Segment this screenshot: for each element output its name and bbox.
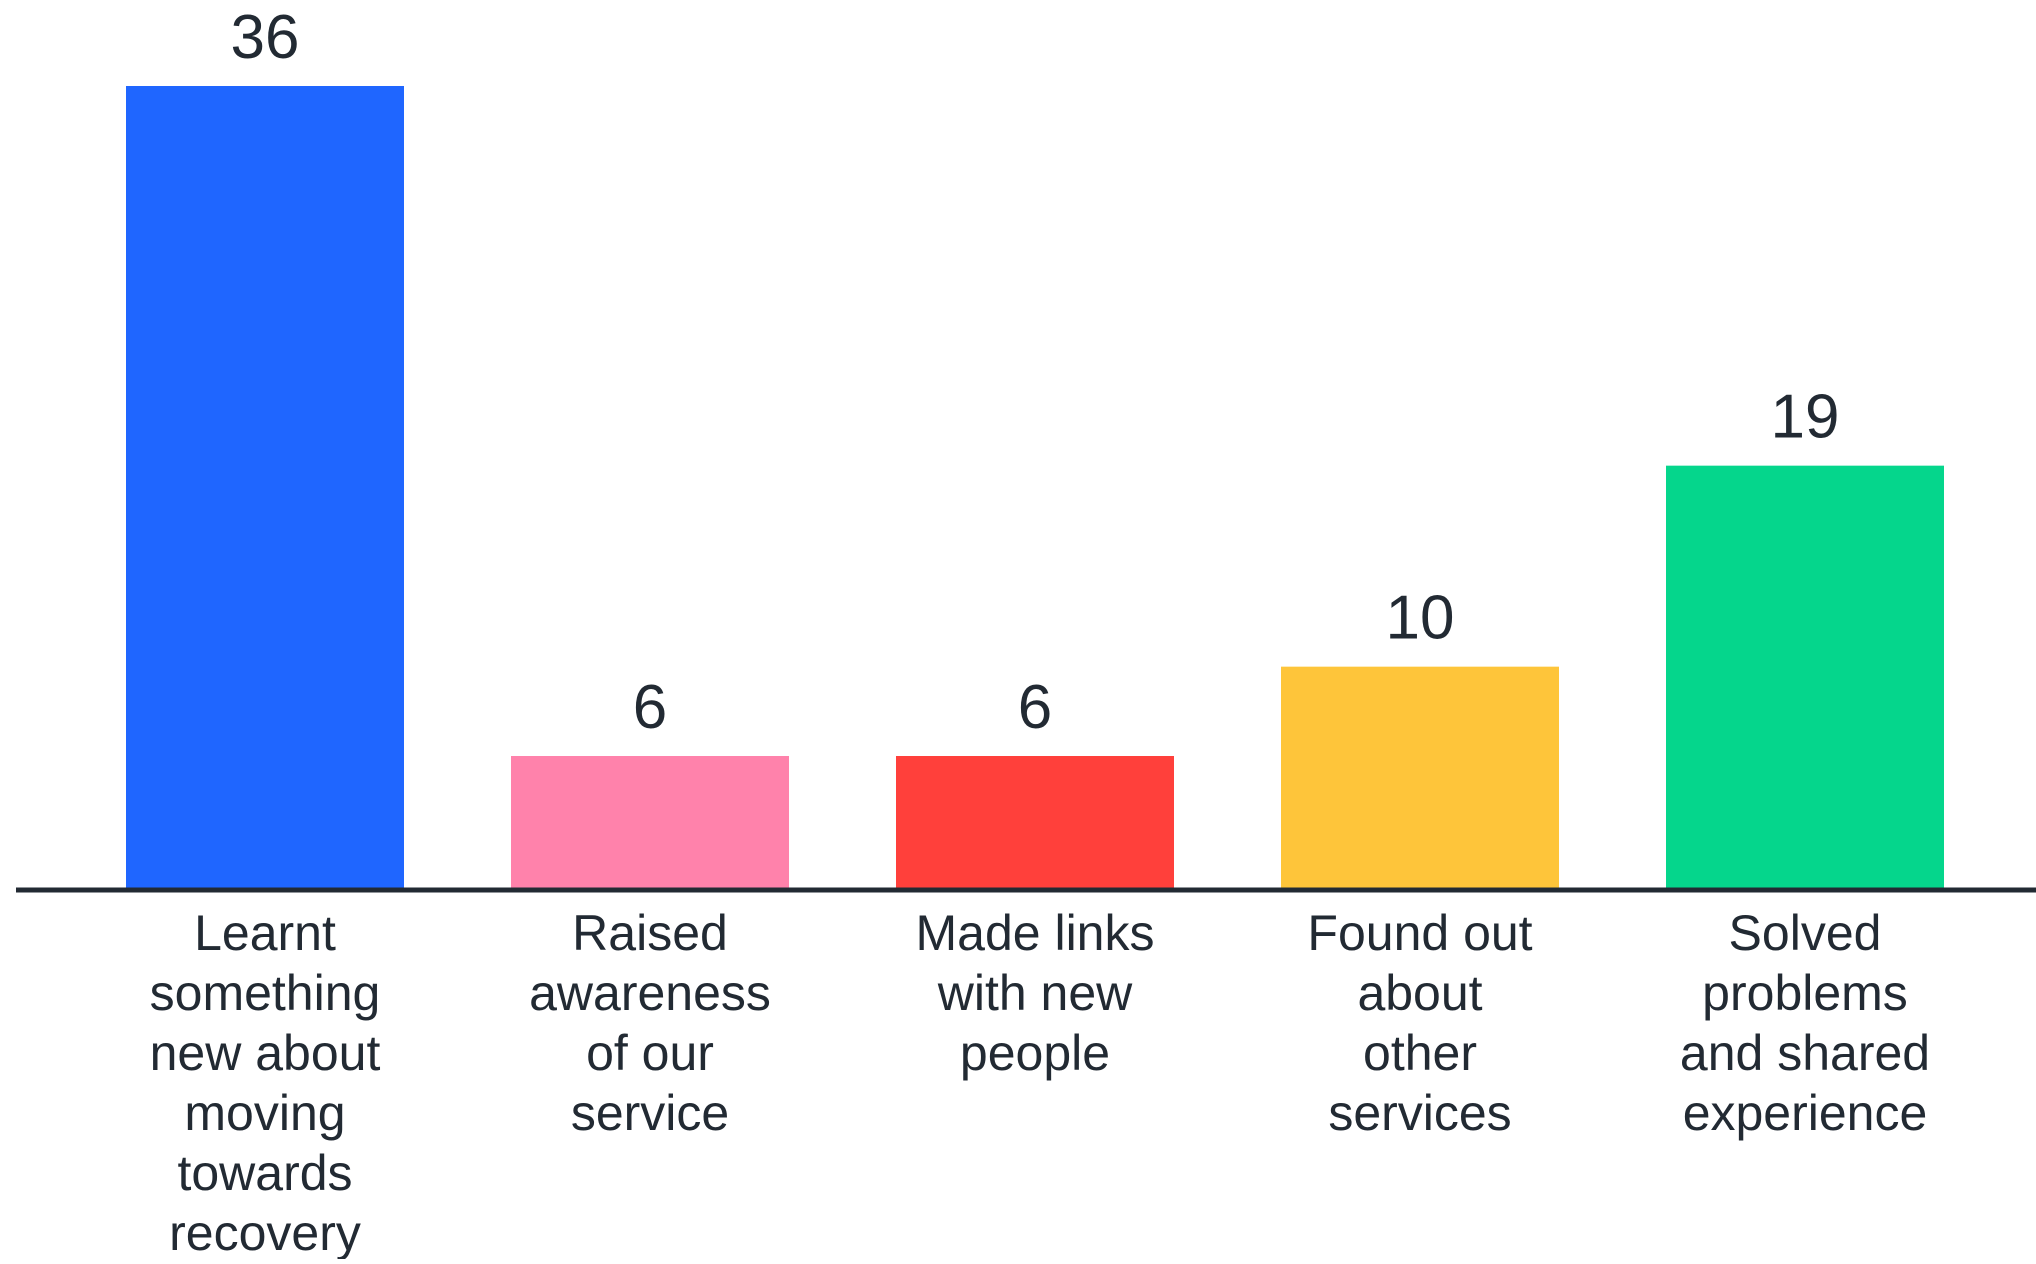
category-label-line: Learnt [194,905,336,961]
bar-5 [1666,465,1944,890]
category-label-line: awareness [529,965,771,1021]
bar-3 [896,756,1174,890]
category-label-2: Raised awareness of our service [529,905,771,1141]
category-label-line: of our [586,1025,714,1081]
category-label-line: Raised [572,905,728,961]
category-label-line: towards [177,1145,352,1201]
value-label-3: 6 [1018,673,1052,742]
value-label-1: 36 [231,3,300,72]
value-label-4: 10 [1386,584,1455,653]
category-label-3: Made links with new people [916,905,1155,1081]
bar-2 [511,756,789,890]
category-label-line: and shared [1680,1025,1930,1081]
category-label-line: experience [1683,1085,1928,1141]
category-label-line: Solved [1729,905,1882,961]
category-label-line: new about [150,1025,381,1081]
category-label-line: Made links [916,905,1155,961]
category-label-line: services [1328,1085,1511,1141]
category-label-line: about [1357,965,1482,1021]
category-label-line: Found out [1307,905,1532,961]
bar-1 [126,86,404,890]
value-label-5: 19 [1771,383,1840,452]
category-label-line: other [1363,1025,1477,1081]
category-label-line: service [571,1085,729,1141]
category-label-1: Learnt something new about moving towards rec… [150,905,381,1259]
category-label-5: Solved problems and shared experience [1680,905,1930,1141]
category-label-line: recovery [169,1205,361,1259]
value-label-2: 6 [633,673,667,742]
bar-4 [1281,666,1559,890]
category-label-4: Found out about other services [1307,905,1532,1141]
category-label-line: problems [1702,965,1908,1021]
category-label-line: people [960,1025,1110,1081]
category-label-line: with new [937,965,1133,1021]
category-label-line: something [150,965,381,1021]
category-label-line: moving [184,1085,345,1141]
